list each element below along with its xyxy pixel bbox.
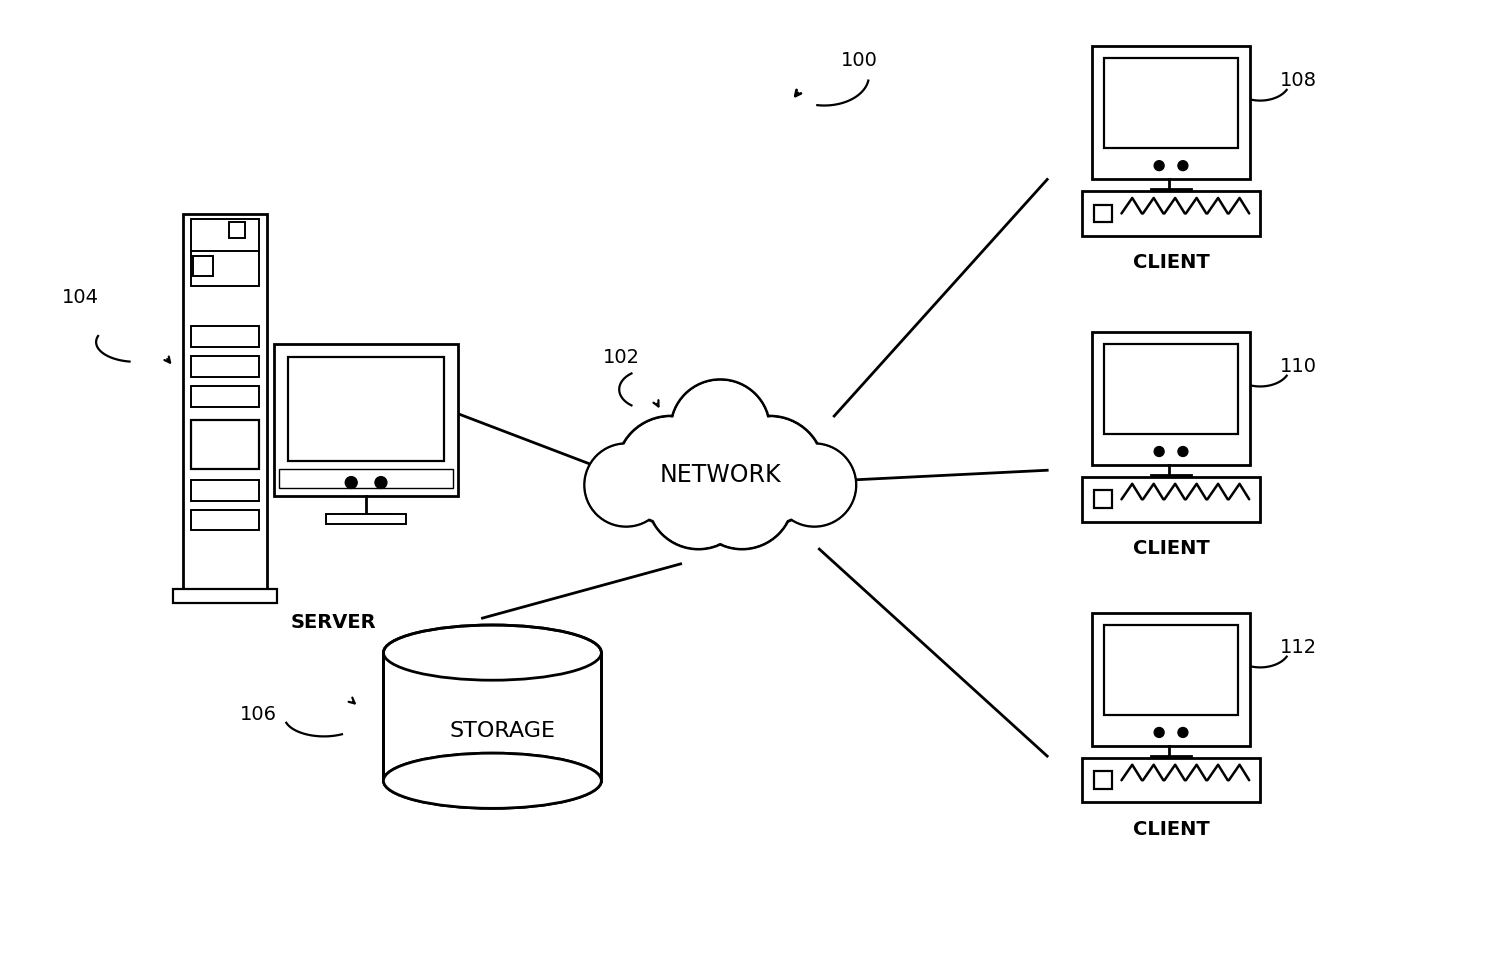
Text: 110: 110	[1280, 357, 1317, 376]
Circle shape	[647, 447, 750, 549]
Text: STORAGE: STORAGE	[450, 722, 555, 741]
Circle shape	[691, 447, 794, 549]
Circle shape	[649, 449, 748, 547]
Bar	[191, 509, 259, 531]
Circle shape	[1178, 447, 1189, 457]
Circle shape	[616, 416, 725, 524]
Circle shape	[715, 416, 824, 524]
Bar	[1094, 205, 1112, 222]
Bar	[1091, 614, 1250, 746]
Text: 106: 106	[239, 705, 277, 725]
Bar	[1082, 758, 1260, 803]
Bar	[1082, 191, 1260, 236]
Bar	[1094, 491, 1112, 508]
Text: SERVER: SERVER	[292, 614, 377, 632]
Bar	[191, 326, 259, 347]
Bar	[229, 222, 245, 238]
Circle shape	[1154, 161, 1165, 170]
Circle shape	[774, 445, 854, 525]
Circle shape	[585, 443, 668, 526]
Ellipse shape	[383, 753, 601, 808]
Bar	[191, 219, 259, 286]
Circle shape	[671, 380, 770, 478]
Text: 108: 108	[1280, 71, 1317, 91]
Bar	[1091, 47, 1250, 179]
Circle shape	[718, 418, 822, 522]
Bar	[1082, 477, 1260, 521]
Circle shape	[692, 449, 791, 547]
Bar	[1103, 625, 1238, 715]
Text: CLIENT: CLIENT	[1133, 253, 1209, 273]
Bar	[182, 214, 268, 588]
Circle shape	[586, 445, 667, 525]
Text: CLIENT: CLIENT	[1133, 820, 1209, 840]
Circle shape	[1178, 728, 1189, 737]
Circle shape	[1154, 728, 1165, 737]
Circle shape	[1178, 161, 1189, 170]
Bar	[193, 256, 212, 276]
Bar	[191, 480, 259, 501]
Bar	[289, 357, 444, 461]
Bar	[1094, 771, 1112, 789]
Circle shape	[619, 418, 724, 522]
Text: 112: 112	[1280, 638, 1317, 657]
Bar	[191, 387, 259, 407]
Circle shape	[375, 476, 387, 489]
Text: 102: 102	[602, 348, 640, 367]
Circle shape	[673, 382, 768, 476]
Bar	[383, 653, 601, 781]
Ellipse shape	[383, 753, 601, 808]
Bar	[1103, 344, 1238, 433]
Bar	[191, 420, 259, 468]
Circle shape	[345, 476, 357, 489]
Text: 104: 104	[61, 288, 99, 307]
Bar	[1091, 332, 1250, 466]
Bar	[173, 588, 277, 603]
Circle shape	[1154, 447, 1165, 457]
Bar	[326, 514, 405, 524]
Bar	[1103, 58, 1238, 148]
Text: CLIENT: CLIENT	[1133, 540, 1209, 558]
Bar	[280, 468, 453, 489]
Bar	[275, 344, 457, 497]
Text: NETWORK: NETWORK	[659, 464, 780, 487]
Text: 100: 100	[840, 52, 878, 70]
Ellipse shape	[383, 625, 601, 680]
Bar	[191, 356, 259, 377]
Circle shape	[773, 443, 857, 526]
